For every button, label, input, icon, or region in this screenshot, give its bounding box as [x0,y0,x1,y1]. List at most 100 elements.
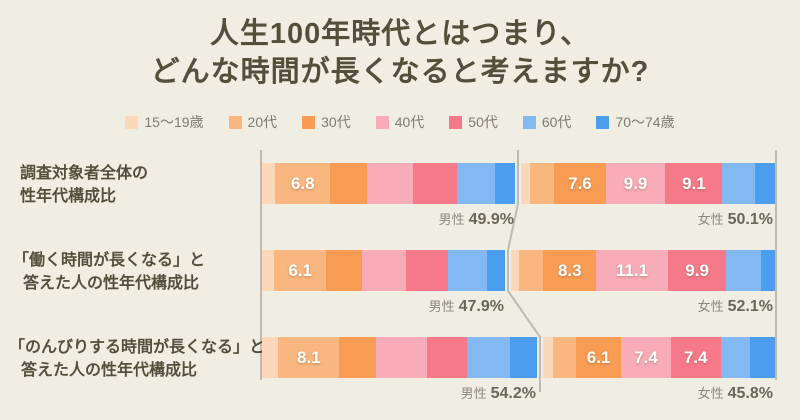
bar-segment-50代: 9.1 [665,163,723,204]
chart-title: 人生100年時代とはつまり、 どんな時間が長くなると考えますか? [0,15,800,91]
female-total-label-row0: 女性 50.1% [698,209,773,229]
gender-percentage: 50.1% [727,211,773,228]
row-label-line: 答えた人の性年代構成比 [23,275,200,292]
legend-item-4: 50代 [449,112,498,132]
row-label-line: 性年代構成比 [20,188,117,205]
bar-segment-15〜19歳 [262,163,276,204]
bar-segment-70〜74歳 [509,337,537,378]
row-label-2: 「のんびりする時間が長くなる」と答えた人の性年代構成比 [9,336,265,382]
segment-value-label: 8.1 [297,347,321,367]
bar-segment-50代 [427,337,468,378]
bar-segment-40代 [376,337,428,378]
stacked-bar-row2-female: 6.1 7.4 7.4 [543,337,775,378]
bar-segment-20代: 8.1 [278,337,340,378]
legend-swatch-icon [522,115,536,129]
bar-segment-60代 [447,250,488,291]
segment-value-label: 9.9 [685,260,709,280]
stacked-bar-row1-female: 8.3 11.1 9.9 [511,250,775,291]
bar-segment-60代 [726,250,761,291]
chart-title-line2: どんな時間が長くなると考えますか? [150,56,650,88]
chart-title-line1: 人生100年時代とはつまり、 [209,18,591,50]
legend-item-2: 30代 [302,112,351,132]
bar-segment-40代: 7.4 [621,337,671,378]
gender-percentage: 54.2% [490,385,536,402]
bar-segment-40代 [362,250,407,291]
gender-name: 女性 [697,212,724,227]
bar-segment-70〜74歳 [760,250,775,291]
bar-segment-20代: 6.8 [275,163,331,204]
gender-name: 女性 [697,386,724,401]
bar-segment-30代: 6.1 [576,337,622,378]
gender-percentage: 52.1% [727,298,773,315]
legend-item-0: 15〜19歳 [125,112,204,132]
legend-item-3: 40代 [375,112,424,132]
male-female-split-line [507,150,541,392]
legend-item-label: 60代 [541,114,572,130]
bar-segment-15〜19歳 [521,163,530,204]
segment-value-label: 9.9 [623,173,648,193]
female-total-label-row1: 女性 52.1% [698,296,773,316]
bar-segment-20代 [529,163,555,204]
bar-segment-20代 [552,337,577,378]
legend-swatch-icon [125,115,139,129]
bar-segment-70〜74歳 [487,250,505,291]
bar-segment-30代: 7.6 [554,163,606,204]
segment-value-label: 8.3 [557,260,582,280]
bar-segment-20代: 6.1 [274,250,326,291]
bar-segment-60代 [467,337,510,378]
segment-value-label: 7.6 [568,173,592,193]
segment-value-label: 6.8 [290,173,315,193]
legend-swatch-icon [302,115,316,129]
bar-segment-60代 [456,163,495,204]
bar-segment-40代: 9.9 [605,163,666,204]
row-label-line: 「のんびりする時間が長くなる」と [9,339,266,356]
bar-segment-40代: 11.1 [596,250,668,291]
legend-item-label: 15〜19歳 [144,114,204,130]
bar-segment-60代 [722,163,755,204]
bar-segment-15〜19歳 [262,337,279,378]
gender-percentage: 45.8% [727,385,773,402]
stacked-bar-row0-female: 7.6 9.9 9.1 [521,163,775,204]
bar-segment-50代 [406,250,448,291]
legend-item-label: 50代 [468,114,498,130]
bar-segment-70〜74歳 [750,337,775,378]
bar-segment-50代: 7.4 [670,337,721,378]
male-total-label-row2: 男性 54.2% [461,383,536,403]
bar-segment-70〜74歳 [754,163,775,204]
female-total-label-row2: 女性 45.8% [698,383,773,403]
gender-name: 男性 [438,212,465,227]
bar-segment-60代 [720,337,751,378]
bar-segment-20代 [518,250,544,291]
gender-name: 女性 [697,299,724,314]
row-label-1: 「働く時間が長くなる」と 答えた人の性年代構成比 [13,249,205,295]
legend-swatch-icon [375,115,389,129]
segment-value-label: 11.1 [615,260,649,280]
legend: 15〜19歳 20代 30代 40代 50代 60代 70〜74歳 [0,112,800,132]
bar-segment-30代 [325,250,363,291]
stacked-bar-row0-male: 6.8 [262,163,515,204]
row-label-line: 調査対象者全体の [20,165,149,182]
row-label-line: 「働く時間が長くなる」と [13,252,206,269]
segment-value-label: 7.4 [683,347,708,367]
bar-segment-50代: 9.9 [667,250,727,291]
bar-segment-50代 [413,163,457,204]
row-label-line: 答えた人の性年代構成比 [21,362,198,379]
gender-name: 男性 [460,386,487,401]
segment-value-label: 9.1 [682,173,706,193]
legend-item-label: 30代 [321,114,351,130]
stacked-bar-row2-male: 8.1 [262,337,537,378]
legend-item-1: 20代 [228,112,277,132]
gender-percentage: 47.9% [458,298,504,315]
bar-segment-30代: 8.3 [543,250,597,291]
gender-name: 男性 [428,299,455,314]
bar-segment-70〜74歳 [494,163,515,204]
segment-value-label: 7.4 [634,347,658,367]
male-total-label-row1: 男性 47.9% [429,296,504,316]
male-total-label-row0: 男性 49.9% [439,209,514,229]
bar-segment-15〜19歳 [511,250,519,291]
legend-item-5: 60代 [522,112,572,132]
bar-segment-15〜19歳 [262,250,275,291]
stacked-bar-row1-male: 6.1 [262,250,505,291]
